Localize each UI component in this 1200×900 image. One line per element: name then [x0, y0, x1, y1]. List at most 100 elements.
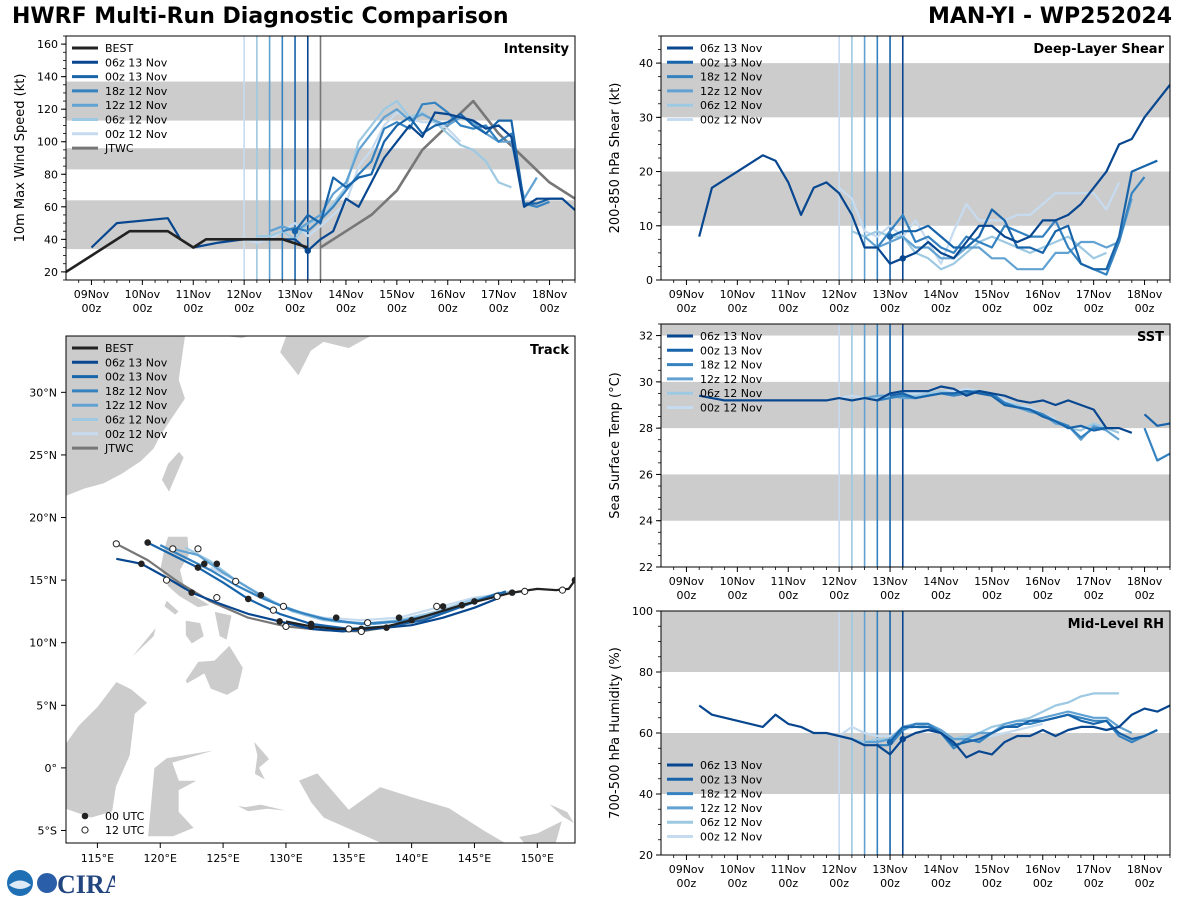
rh-legend-label: 06z 12 Nov — [700, 816, 763, 829]
intensity-ytick-label: 160 — [37, 38, 58, 51]
rh-series-06z-13-nov — [698, 704, 1170, 759]
track-ytick-label: 5°N — [36, 699, 57, 712]
shear-series-00z-13-nov — [889, 159, 1158, 271]
shear-init-marker — [886, 233, 894, 240]
shear-xtick-label: 17Nov — [1076, 288, 1112, 301]
track-legend-label: BEST — [105, 342, 133, 355]
shear-init-marker — [899, 255, 906, 262]
sst-xtick-label: 16Nov — [1025, 575, 1061, 588]
shear-xtick-label: 00z — [880, 302, 900, 315]
shear-xtick-label: 00z — [829, 302, 849, 315]
track-legend-label: 12z 12 Nov — [105, 399, 168, 412]
track-legend-00utc-marker — [81, 812, 89, 820]
land-shape — [235, 803, 293, 813]
sst-xtick-label: 00z — [829, 589, 849, 602]
rh-legend-label: 06z 13 Nov — [700, 759, 763, 772]
track-legend-label: JTWC — [104, 442, 134, 455]
sst-xtick-label: 00z — [778, 589, 798, 602]
intensity-ytick-label: 40 — [44, 233, 58, 246]
rh-ytick-label: 60 — [639, 727, 653, 740]
shear-panel: 01020304009Nov00z10Nov00z11Nov00z12Nov00… — [608, 35, 1171, 315]
intensity-ytick-label: 100 — [37, 136, 58, 149]
sst-ytick-label: 24 — [639, 515, 653, 528]
track-xtick-label: 135°E — [332, 852, 365, 865]
rh-xtick-label: 00z — [931, 877, 951, 890]
shear-ytick-label: 10 — [639, 220, 653, 233]
intensity-legend-label: 00z 13 Nov — [105, 71, 168, 84]
track-marker-00utc — [439, 603, 447, 610]
rh-xtick-label: 00z — [1084, 877, 1104, 890]
track-marker-12utc — [232, 577, 240, 585]
intensity-xtick-label: 00z — [336, 302, 356, 315]
intensity-xtick-label: 00z — [82, 302, 102, 315]
intensity-ytick-label: 60 — [44, 201, 58, 214]
track-marker-00utc — [471, 598, 478, 605]
track-xtick-label: 145°E — [458, 852, 491, 865]
cira-logo-text: CIRA — [57, 870, 115, 898]
rh-init-marker — [899, 735, 906, 743]
shear-xtick-label: 00z — [727, 302, 747, 315]
track-marker-00utc — [194, 564, 202, 571]
sst-band — [661, 381, 1170, 429]
track-marker-00utc — [213, 560, 221, 568]
land-shape — [161, 450, 185, 494]
track-legend-label: 06z 12 Nov — [105, 414, 168, 427]
shear-series-06z-13-nov — [698, 84, 1170, 265]
intensity-xtick-label: 00z — [540, 302, 560, 315]
track-marker-00utc — [332, 614, 340, 621]
shear-legend-label: 00z 12 Nov — [700, 114, 763, 127]
track-marker-00utc — [276, 618, 283, 625]
shear-legend-label: 00z 13 Nov — [700, 56, 763, 69]
shear-legend-label: 06z 13 Nov — [700, 42, 763, 55]
intensity-legend-label: 12z 12 Nov — [105, 99, 168, 112]
rh-ytick-label: 80 — [639, 666, 653, 679]
sst-legend-label: 06z 13 Nov — [700, 330, 763, 343]
track-panel: 115°E 120°E 125°E 130°E 135°E 140°E 145°E 150°E… — [29, 335, 576, 865]
rh-xtick-label: 15Nov — [974, 863, 1010, 876]
track-marker-00utc — [458, 601, 466, 609]
track-xtick-label: 130°E — [269, 852, 302, 865]
intensity-legend-label: 00z 12 Nov — [105, 128, 168, 141]
sst-legend-label: 00z 13 Nov — [700, 344, 763, 357]
rh-xtick-label: 09Nov — [669, 863, 705, 876]
intensity-xtick-label: 14Nov — [328, 288, 364, 301]
track-marker-12utc — [269, 606, 277, 614]
sst-legend-label: 18z 12 Nov — [700, 359, 763, 372]
intensity-series-06z-12-nov — [256, 100, 512, 241]
sst-xtick-label: 15Nov — [974, 575, 1010, 588]
rh-xtick-label: 16Nov — [1025, 863, 1061, 876]
sst-xtick-label: 13Nov — [872, 575, 908, 588]
sst-ytick-label: 22 — [639, 561, 653, 574]
track-series-best — [285, 579, 575, 630]
sst-xtick-label: 00z — [677, 589, 697, 602]
track-legend-12utc-label: 12 UTC — [105, 824, 145, 837]
intensity-legend-label: 18z 12 Nov — [105, 85, 168, 98]
intensity-ytick-label: 20 — [44, 266, 58, 279]
sst-legend-label: 06z 12 Nov — [700, 387, 763, 400]
rh-xtick-label: 11Nov — [771, 863, 807, 876]
intensity-init-marker — [291, 228, 299, 235]
track-legend-label: 18z 12 Nov — [105, 385, 168, 398]
rh-ylabel: 700-500 hPa Humidity (%) — [608, 647, 623, 819]
shear-band — [661, 171, 1170, 226]
track-marker-00utc — [244, 595, 252, 603]
land-shape — [163, 599, 180, 616]
shear-xtick-label: 00z — [931, 302, 951, 315]
track-marker-00utc — [383, 624, 390, 631]
rh-xtick-label: 00z — [982, 877, 1002, 890]
track-marker-12utc — [493, 592, 501, 600]
shear-ytick-label: 30 — [639, 111, 653, 124]
rh-xtick-label: 00z — [829, 877, 849, 890]
rh-xtick-label: 00z — [677, 877, 697, 890]
land-shape — [185, 619, 205, 645]
shear-xtick-label: 10Nov — [720, 288, 756, 301]
intensity-ytick-label: 120 — [37, 103, 58, 116]
track-xtick-label: 125°E — [206, 852, 239, 865]
intensity-ytick-label: 140 — [37, 71, 58, 84]
track-marker-12utc — [357, 627, 365, 636]
track-xtick-label: 140°E — [395, 852, 428, 865]
intensity-xtick-label: 00z — [285, 302, 305, 315]
track-marker-12utc — [345, 625, 353, 633]
intensity-series-06z-13-nov — [90, 111, 575, 252]
